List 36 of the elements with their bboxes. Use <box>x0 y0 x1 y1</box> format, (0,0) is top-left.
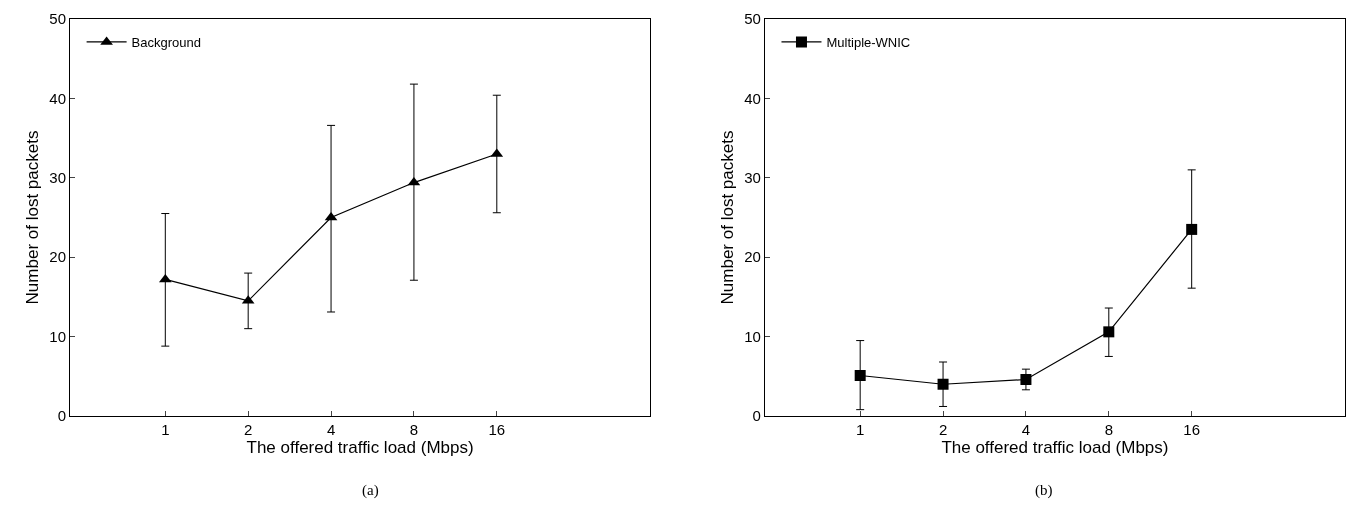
y-tick-label: 40 <box>744 89 761 107</box>
y-axis-title: Number of lost packets <box>717 130 737 305</box>
x-tick-label: 16 <box>1183 421 1201 438</box>
point <box>937 378 949 390</box>
y-tick-label: 0 <box>57 407 66 425</box>
y-tick-label: 0 <box>752 407 761 425</box>
text: (b) <box>1035 482 1053 499</box>
point <box>1186 223 1198 235</box>
point <box>158 273 172 283</box>
x-tick-label: 4 <box>1021 421 1031 438</box>
x-tick-label: 16 <box>488 421 506 438</box>
y-tick-label: 30 <box>49 169 66 187</box>
point <box>1103 326 1115 338</box>
y-tick-label: 40 <box>49 89 66 107</box>
legend-label: Multiple-WNIC <box>826 34 911 50</box>
x-tick-label: 8 <box>1104 421 1113 438</box>
text: (a) <box>362 482 379 499</box>
y-tick-label: 20 <box>49 248 66 266</box>
y-tick-label: 20 <box>744 248 761 266</box>
x-tick-label: 8 <box>409 421 419 438</box>
y-axis-title: Number of lost packets <box>22 130 42 305</box>
x-tick-label: 1 <box>856 421 865 438</box>
x-tick-label: 1 <box>161 421 170 438</box>
x-tick-label: 2 <box>244 421 253 438</box>
x-tick-label: 4 <box>326 421 336 438</box>
x-tick-label: 2 <box>938 421 948 438</box>
point <box>854 370 866 382</box>
x-axis-title: The offered traffic load (Mbps) <box>246 438 474 458</box>
point <box>1020 373 1032 385</box>
x-axis-title: The offered traffic load (Mbps) <box>941 438 1169 458</box>
y-tick-label: 50 <box>49 10 66 28</box>
y-tick-label: 10 <box>49 327 66 345</box>
y-tick-label: 10 <box>744 327 761 345</box>
legend-label: Background <box>131 34 201 50</box>
y-tick-label: 50 <box>744 10 761 28</box>
y-tick-label: 30 <box>744 169 761 187</box>
